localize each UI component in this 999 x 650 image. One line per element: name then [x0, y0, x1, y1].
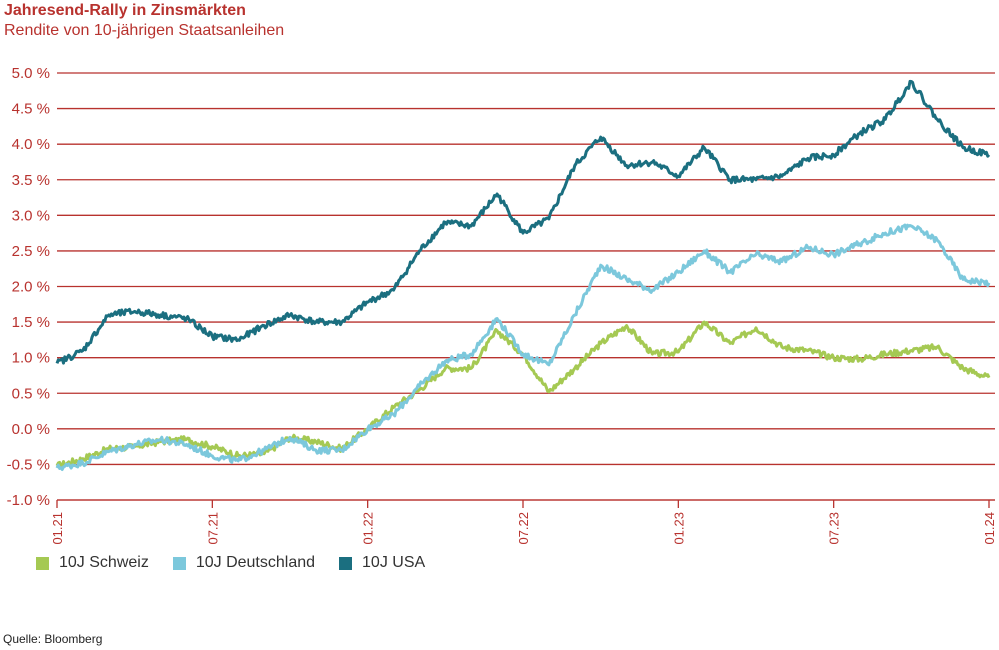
x-tick-label: 01.24 [982, 512, 997, 545]
legend-swatch-schweiz [36, 556, 49, 570]
y-tick-label: 2.5 % [12, 243, 50, 260]
y-tick-label: 4.5 % [12, 101, 50, 118]
legend-label-schweiz: 10J Schweiz [59, 554, 149, 571]
legend-item-deutschland: 10J Deutschland [172, 554, 316, 572]
legend-label-deutschland: 10J Deutschland [195, 554, 316, 571]
series-line-usa [55, 79, 991, 365]
y-tick-label: 3.0 % [12, 207, 50, 224]
chart-title: Jahresend-Rally in Zinsmärkten [4, 2, 246, 19]
y-tick-label: 0.0 % [12, 421, 50, 438]
legend-swatch-usa [339, 556, 353, 570]
x-tick-label: 07.22 [516, 512, 531, 545]
x-tick-label: 07.23 [827, 512, 842, 545]
y-tick-label: 0.5 % [12, 385, 50, 402]
chart-subtitle: Rendite von 10-jährigen Staatsanleihen [4, 22, 285, 39]
y-tick-label: -0.5 % [7, 456, 50, 473]
y-tick-label: 1.5 % [12, 314, 50, 331]
y-tick-label: 5.0 % [12, 65, 50, 82]
legend-label-usa: 10J USA [362, 554, 426, 571]
x-tick-label: 01.22 [361, 512, 376, 545]
x-tick-label: 07.21 [205, 512, 220, 545]
series-line-deutschland [55, 223, 991, 471]
x-tick-label: 01.23 [671, 512, 686, 545]
legend: 10J Schweiz 10J Deutschland 10J USA [36, 554, 449, 572]
y-tick-label: 1.0 % [12, 350, 50, 367]
y-tick-label: 4.0 % [12, 136, 50, 153]
legend-swatch-deutschland [172, 556, 186, 570]
source-note: Quelle: Bloomberg [3, 632, 103, 646]
y-tick-label: 2.0 % [12, 279, 50, 296]
x-tick-label: 01.21 [50, 512, 65, 545]
legend-item-schweiz: 10J Schweiz [36, 554, 149, 572]
legend-item-usa: 10J USA [339, 554, 425, 572]
y-tick-label: -1.0 % [7, 492, 50, 509]
y-tick-label: 3.5 % [12, 172, 50, 189]
